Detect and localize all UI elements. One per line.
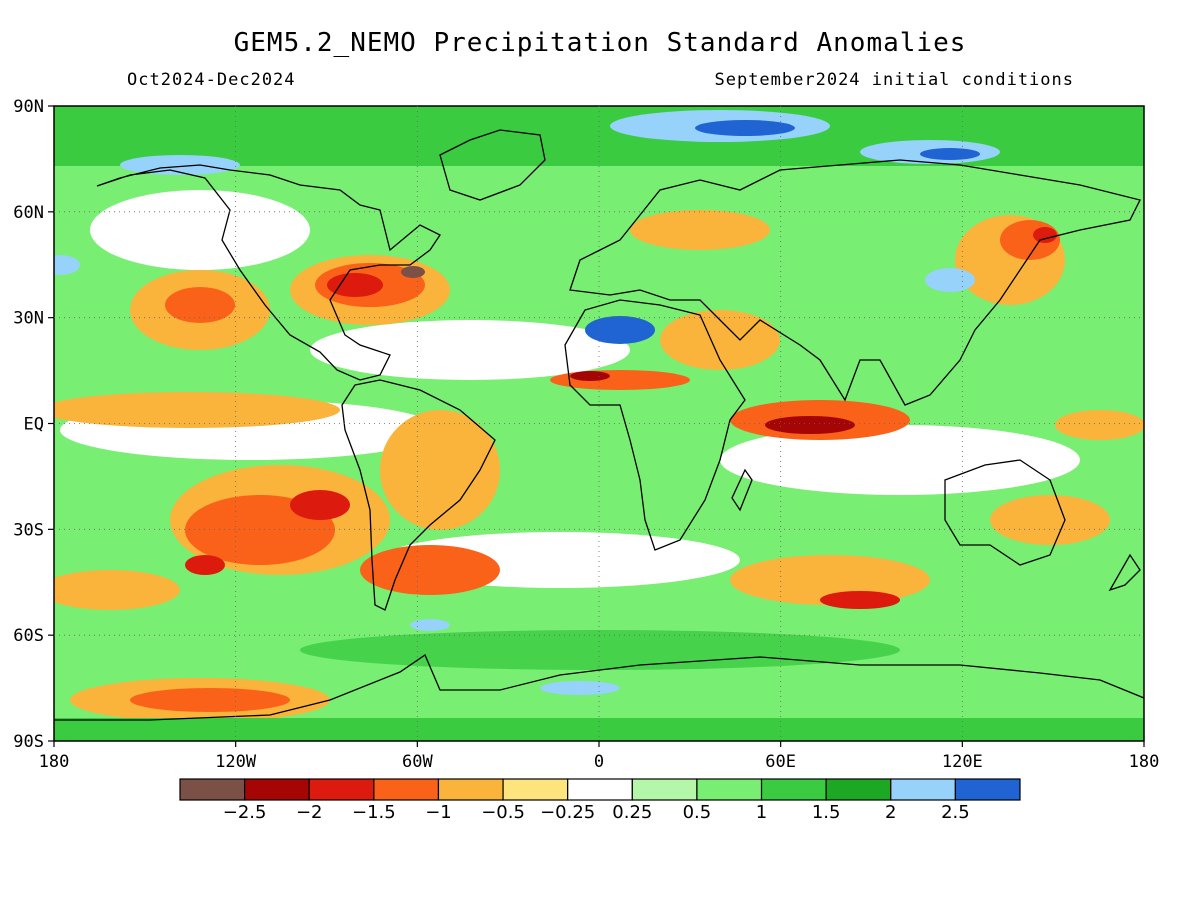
colorbar-label: −1.5 <box>352 802 396 823</box>
colorbar-label: 1 <box>756 802 767 823</box>
latitude-axis: 90N 60N 30N EQ 30S 60S 90S <box>13 97 54 752</box>
colorbar-swatch <box>631 778 698 801</box>
dry-npac-core <box>165 287 235 323</box>
lat-tick-label: 30S <box>13 520 44 540</box>
antarctic-band <box>54 718 1144 741</box>
lat-tick-label: 30N <box>13 309 44 329</box>
dry-spac-core <box>290 490 350 520</box>
colorbar-swatch <box>179 778 246 801</box>
dry-arabia <box>660 310 780 370</box>
lat-tick-label: 90N <box>13 97 44 117</box>
dry-wpac <box>1055 410 1144 440</box>
lon-tick-label: 180 <box>39 752 70 772</box>
dry-ross-core <box>130 688 290 712</box>
coastline-south-america <box>341 379 496 611</box>
initial-conditions: September2024 initial conditions <box>714 70 1074 90</box>
colorbar-swatch <box>373 778 440 801</box>
colorbar-label: 2.5 <box>941 802 970 823</box>
graticule <box>54 106 1144 741</box>
colorbar-label: −2.5 <box>223 802 267 823</box>
field-white-1 <box>90 190 310 270</box>
colorbar-swatch <box>696 778 763 801</box>
lat-tick-label: 60N <box>13 203 44 223</box>
dry-australia-east <box>990 495 1110 545</box>
dry-japan-core <box>1033 227 1057 243</box>
dry-usa-extreme <box>401 266 425 278</box>
wet-sahara <box>585 316 655 344</box>
colorbar-swatch <box>502 778 569 801</box>
colorbar-label: −0.25 <box>540 802 595 823</box>
coastline-europe-asia <box>569 159 1141 406</box>
coastline-australia <box>944 459 1066 566</box>
wet-asia <box>925 268 975 292</box>
coastline-madagascar <box>731 468 753 512</box>
lon-tick-label: 120E <box>942 752 983 772</box>
coastline-greenland <box>439 129 546 201</box>
lon-tick-label: 60E <box>765 752 796 772</box>
dry-sahel-core <box>570 371 610 381</box>
colorbar-label: 0.5 <box>683 802 712 823</box>
lon-tick-label: 60W <box>402 752 433 772</box>
dry-spac-core-2 <box>185 555 225 575</box>
siberia-wet-2 <box>920 148 980 160</box>
dry-spac-west <box>54 570 180 610</box>
colorbar-swatch <box>760 778 827 801</box>
colorbar-label: 2 <box>885 802 896 823</box>
field-white-2 <box>310 320 630 380</box>
dry-io-core <box>765 416 855 434</box>
colorbar-swatch <box>244 778 310 801</box>
colorbar-label: 0.25 <box>612 802 652 823</box>
colorbar-swatch <box>954 778 1021 801</box>
lat-tick-label: 90S <box>13 732 44 752</box>
dry-satl <box>360 545 500 595</box>
dry-sio-core <box>820 591 900 609</box>
colorbar-swatch <box>437 778 504 801</box>
colorbar-label: −1 <box>425 802 452 823</box>
wet-drake <box>410 619 450 631</box>
colorbar-swatch <box>890 778 956 801</box>
arctic-wet-2 <box>695 120 795 136</box>
coastlines <box>54 129 1144 721</box>
coastline-antarctica <box>54 654 1144 721</box>
wet-antarctic <box>540 681 620 695</box>
coastline-north-america <box>96 164 441 381</box>
map-title: GEM5.2_NEMO Precipitation Standard Anoma… <box>233 28 967 58</box>
dry-eqpac <box>54 392 340 428</box>
colorbar-label: 1.5 <box>812 802 841 823</box>
longitude-axis: 180 120W 60W 0 60E 120E 180 <box>39 741 1160 772</box>
lon-tick-label: 0 <box>594 752 604 772</box>
dry-russia <box>630 210 770 250</box>
colorbar-swatch <box>567 778 633 801</box>
colorbar-label: −0.5 <box>481 802 525 823</box>
forecast-period: Oct2024-Dec2024 <box>127 70 296 90</box>
colorbar-label: −2 <box>296 802 323 823</box>
field-white-3 <box>720 425 1080 495</box>
coastline-africa <box>564 299 746 551</box>
wet-southern-ocean <box>300 630 900 670</box>
colorbar-swatch <box>308 778 375 801</box>
lon-tick-label: 120W <box>215 752 257 772</box>
lat-tick-label: EQ <box>24 415 44 435</box>
dry-usa-core <box>327 273 383 297</box>
colorbar: −2.5 −2 −1.5 −1 −0.5 −0.25 0.25 0.5 1 1.5 2 2.5 <box>179 778 1021 823</box>
dry-brazil <box>380 410 500 530</box>
lat-tick-label: 60S <box>13 626 44 646</box>
dry-sahel <box>550 370 690 390</box>
wet-npac-west <box>54 255 80 275</box>
colorbar-swatch <box>825 778 892 801</box>
lon-tick-label: 180 <box>1129 752 1160 772</box>
coastline-new-zealand <box>1108 553 1141 592</box>
